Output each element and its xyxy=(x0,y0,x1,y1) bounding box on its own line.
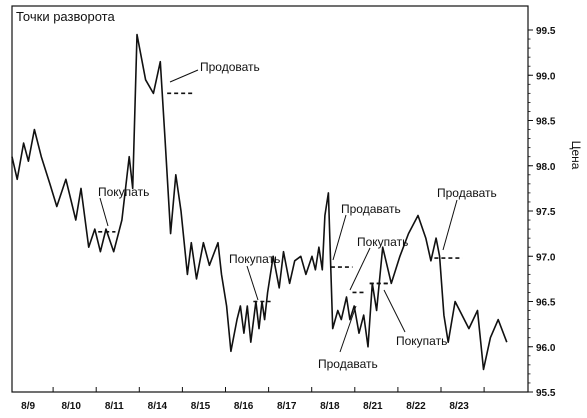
x-tick-label: 8/15 xyxy=(191,401,211,412)
y-tick-label: 98.5 xyxy=(536,117,556,128)
y-tick-label: 96.0 xyxy=(536,343,556,354)
price-line xyxy=(11,33,508,371)
leader-line xyxy=(99,197,109,227)
leader-line xyxy=(442,199,458,251)
x-ticks: 8/9 8/10 8/11 8/14 8/15 8/16 8/17 8/18 8/21 8/22 8… xyxy=(21,387,485,412)
x-tick-label: 8/14 xyxy=(148,401,168,412)
leader-line xyxy=(383,289,406,333)
y-tick-label: 97.0 xyxy=(536,252,556,263)
annotation-label: Покупать xyxy=(98,185,149,199)
annotation-label: Покупать xyxy=(229,252,280,266)
annotation-leaders xyxy=(99,69,458,353)
annotation-label: Продовать xyxy=(200,60,260,74)
leader-line xyxy=(332,214,347,261)
leader-line xyxy=(246,265,259,301)
x-tick-label: 8/21 xyxy=(363,401,383,412)
y-tick-label: 98.0 xyxy=(536,162,556,173)
annotation-lines xyxy=(98,92,463,303)
annotation-label: Продавать xyxy=(318,357,378,371)
x-tick-label: 8/22 xyxy=(406,401,426,412)
y-tick-label: 97.5 xyxy=(536,207,556,218)
plot-frame xyxy=(11,5,529,393)
x-tick-label: 8/11 xyxy=(105,401,124,412)
y-tick-label: 96.5 xyxy=(536,298,556,309)
leader-line xyxy=(339,305,357,353)
annotation-label: Продавать xyxy=(437,186,497,200)
y-tick-label: 99.0 xyxy=(536,71,556,82)
x-tick-label: 8/16 xyxy=(234,401,254,412)
x-tick-label: 8/23 xyxy=(449,401,469,412)
x-tick-label: 8/9 xyxy=(21,401,35,412)
chart-title: Точки разворота xyxy=(16,9,115,24)
x-tick-label: 8/17 xyxy=(277,401,297,412)
annotation-label: Покупать xyxy=(396,334,447,348)
annotations: Продовать Покупать Покупать Продавать По… xyxy=(98,60,497,371)
x-tick-label: 8/18 xyxy=(320,401,340,412)
x-tick-label: 8/10 xyxy=(61,401,81,412)
leader-line xyxy=(169,69,199,83)
y-tick-label: 95.5 xyxy=(536,388,556,399)
y-ticks: 95.5 96.0 96.5 97.0 97.5 98.0 98.5 99.0 99.5 xyxy=(528,26,556,399)
leader-line xyxy=(349,247,371,291)
annotation-label: Покупать xyxy=(357,235,408,249)
y-axis-label: Цена xyxy=(569,141,583,170)
annotation-label: Продавать xyxy=(341,202,401,216)
y-tick-label: 99.5 xyxy=(536,26,556,37)
